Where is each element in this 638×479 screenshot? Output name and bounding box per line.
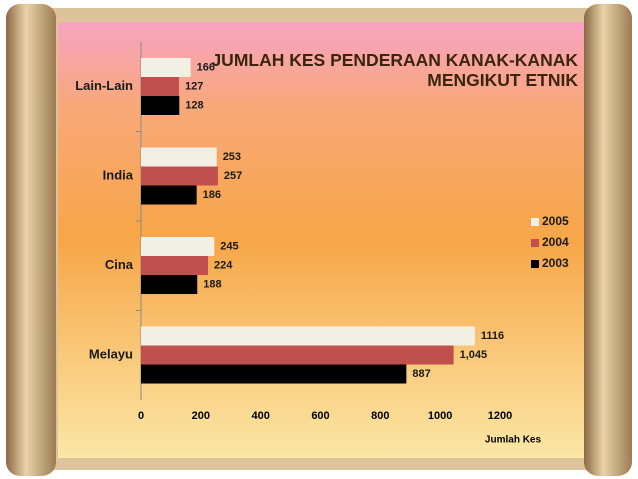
legend-label: 2004 <box>542 235 569 249</box>
value-label: 127 <box>185 80 203 92</box>
legend-label: 2003 <box>542 256 569 270</box>
value-label: 188 <box>203 278 221 290</box>
scroll-right <box>584 4 632 476</box>
bar <box>141 256 209 275</box>
bar <box>141 275 198 294</box>
bar <box>141 364 407 384</box>
y-tick-label: Melayu <box>89 346 133 361</box>
x-axis-label: Jumlah Kes <box>485 435 542 446</box>
bar <box>141 185 197 205</box>
x-tick-label: 800 <box>371 410 389 422</box>
value-label: 1116 <box>481 330 504 342</box>
bar <box>141 326 475 346</box>
scroll-left <box>6 4 56 476</box>
bar <box>141 345 454 365</box>
value-label: 257 <box>224 170 242 182</box>
y-tick-label: Lain-Lain <box>75 78 133 93</box>
x-tick-label: 1000 <box>428 410 452 422</box>
bar <box>141 237 215 256</box>
value-label: 128 <box>185 99 203 111</box>
value-label: 186 <box>203 189 221 201</box>
legend-swatch <box>531 260 539 268</box>
value-label: 224 <box>214 259 233 271</box>
chart-title: JUMLAH KES PENDERAAN KANAK-KANAK MENGIKU… <box>211 50 578 90</box>
x-tick-label: 0 <box>138 410 144 422</box>
bar <box>141 77 179 96</box>
legend-swatch <box>531 239 539 247</box>
bar <box>141 96 180 115</box>
y-tick-label: Cina <box>105 257 134 272</box>
x-tick-label: 200 <box>192 410 210 422</box>
legend-swatch <box>531 218 539 226</box>
legend-label: 2005 <box>542 214 569 228</box>
value-label: 245 <box>220 240 238 252</box>
bar <box>141 147 217 167</box>
bar <box>141 58 191 77</box>
value-label: 887 <box>412 368 430 380</box>
x-tick-label: 600 <box>311 410 329 422</box>
value-label: 253 <box>223 151 241 163</box>
bar <box>141 166 218 186</box>
value-label: 1,045 <box>460 349 488 361</box>
x-tick-label: 1200 <box>488 410 512 422</box>
value-label: 166 <box>197 61 215 73</box>
x-tick-label: 400 <box>251 410 269 422</box>
y-tick-label: India <box>103 167 134 182</box>
